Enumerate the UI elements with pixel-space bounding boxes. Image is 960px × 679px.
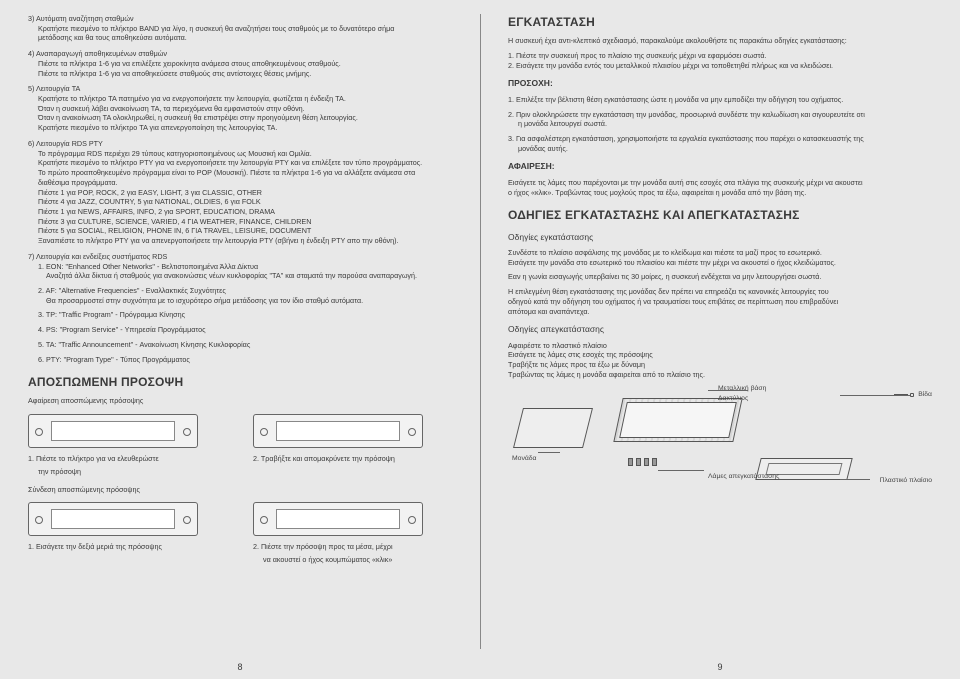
s6-p1: Πιέστε 1 για POP, ROCK, 2 για EASY, LIGH… — [28, 188, 452, 198]
inst4c: απότομα και αναπάντεχα. — [508, 307, 932, 317]
s6-p2: Πιέστε 4 για JAZZ, COUNTRY, 5 για NATION… — [28, 197, 452, 207]
s6-l2: Κρατήστε πιεσμένο το πλήκτρο PTY για να … — [28, 158, 452, 168]
inst4b: οδηγού κατά την οδήγηση του οχήματος ή ν… — [508, 297, 932, 307]
inst4a: Η επιλεγμένη θέση εγκατάστασης της μονάδ… — [508, 287, 932, 297]
s6-title: 6) Λειτουργία RDS PTY — [28, 139, 452, 149]
s7-i5: 5. TA: "Traffic Announcement" - Ανακοίνω… — [28, 340, 452, 350]
s3-l2: μετάδοσης και θα τους αποθηκεύσει αυτόμα… — [28, 33, 452, 43]
s7-i1a: 1. EON: "Enhanced Other Networks" - Βελτ… — [28, 262, 452, 272]
s7-i2b: Θα προσαρμοστεί στην συχνότητα με το ισχ… — [28, 296, 452, 306]
s7-i3: 3. TP: "Traffic Program" - Πρόγραμμα Κίν… — [28, 310, 452, 320]
faceplate-diagram-4 — [253, 502, 423, 536]
s7-i6: 6. PTY: "Program Type" - Τύπος Προγράμμα… — [28, 355, 452, 365]
w2a: 2. Πριν ολοκληρώσετε την εγκατάσταση την… — [508, 110, 932, 120]
label-unit: Μονάδα — [512, 454, 536, 463]
label-metal-base: Μεταλλική βάση — [718, 384, 766, 393]
detach-sub1: Αφαίρεση αποσπώμενης πρόσοψης — [28, 396, 452, 406]
s5-l4: Κρατήστε πιεσμένο το πλήκτρο TA για απεν… — [28, 123, 452, 133]
cap3: 1. Εισάγετε την δεξιά μεριά της πρόσοψης — [28, 542, 227, 552]
cap4: 2. Πιέστε την πρόσοψη προς τα μέσα, μέχρ… — [253, 542, 452, 552]
cap4b: να ακουστεί ο ήχος κουμπώματος «κλικ» — [253, 555, 452, 565]
un4: Τραβώντας τις λάμες η μονάδα αφαιρείται … — [508, 370, 932, 380]
w2b: η μονάδα λειτουργεί σωστά. — [508, 119, 932, 129]
rem1: Εισάγετε τις λάμες που παρέχονται με την… — [508, 178, 932, 188]
section-3: 3) Αυτόματη αναζήτηση σταθμών Κρατήστε π… — [28, 14, 452, 43]
label-blades: Λάμες απεγκατάστασης — [708, 472, 779, 481]
section-7: 7) Λειτουργία και ενδείξεις συστήματος R… — [28, 252, 452, 364]
removal-blades-shape — [628, 458, 678, 468]
s5-l1: Κρατήστε το πλήκτρο TA πατημένο για να ε… — [28, 94, 452, 104]
w3b: μονάδας αυτής. — [508, 144, 932, 154]
s6-p5: Πιέστε 5 για SOCIAL, RELIGION, PHONE IN,… — [28, 226, 452, 236]
w3a: 3. Για ασφαλέστερη εγκατάσταση, χρησιμοπ… — [508, 134, 932, 144]
s4-l1: Πιέστε τα πλήκτρα 1-6 για να επιλέξετε χ… — [28, 59, 452, 69]
un1: Αφαιρέστε το πλαστικό πλαίσιο — [508, 341, 932, 351]
inst3: Εαν η γωνία εισαγωγής υπερβαίνει τις 30 … — [508, 272, 932, 282]
faceplate-diagram-2 — [253, 414, 423, 448]
s7-title: 7) Λειτουργία και ενδείξεις συστήματος R… — [28, 252, 452, 262]
label-ring: Δακτύλιος — [718, 394, 748, 403]
label-screw: Βίδα — [918, 390, 932, 399]
s7-i2a: 2. AF: "Alternative Frequencies" - Εναλλ… — [28, 286, 452, 296]
install-n2: 2. Εισάγετε την μονάδα εντός του μεταλλι… — [508, 61, 932, 71]
install-diagram: Μεταλλική βάση Δακτύλιος Βίδα Μονάδα Λάμ… — [508, 386, 932, 486]
s5-title: 5) Λειτουργία TA — [28, 84, 452, 94]
cap2: 2. Τραβήξτε και απομακρύνετε την πρόσοψη — [253, 454, 452, 464]
s6-l1: Το πρόγραμμα RDS περιέχει 29 τύπους κατη… — [28, 149, 452, 159]
detach-attach-diagrams: 1. Εισάγετε την δεξιά μεριά της πρόσοψης… — [28, 502, 452, 564]
inst1: Συνδέστε το πλαίσιο ασφάλισης της μονάδα… — [508, 248, 932, 258]
page-right: ΕΓΚΑΤΑΣΤΑΣΗ Η συσκευή έχει αντι-κλεπτικό… — [480, 0, 960, 679]
instructions-heading: ΟΔΗΓΙΕΣ ΕΓΚΑΤΑΣΤΑΣΗΣ ΚΑΙ ΑΠΕΓΚΑΤΑΣΤΑΣΗΣ — [508, 207, 932, 223]
warn-heading: ΠΡΟΣΟΧΗ: — [508, 78, 932, 89]
install-intro: Η συσκευή έχει αντι-κλεπτικό σχεδιασμό, … — [508, 36, 932, 46]
detach-remove-diagrams: 1. Πιέστε το πλήκτρο για να ελευθερώστε … — [28, 414, 452, 476]
faceplate-diagram-3 — [28, 502, 198, 536]
detach-heading: ΑΠΟΣΠΩΜΕΝΗ ΠΡΟΣΟΨΗ — [28, 374, 452, 390]
s5-l2: Όταν η συσκευή λάβει ανακοίνωση TA, τα π… — [28, 104, 452, 114]
install-n1: 1. Πιέστε την συσκευή προς το πλαίσιο τη… — [508, 51, 932, 61]
un2: Εισάγετε τις λάμες στις εσοχές της πρόσο… — [508, 350, 932, 360]
pagenum-left: 8 — [237, 661, 242, 673]
cap1b: την πρόσοψη — [28, 467, 227, 477]
s6-p3: Πιέστε 1 για NEWS, AFFAIRS, INFO, 2 για … — [28, 207, 452, 217]
rem2: ο ήχος «κλικ». Τραβώντας τους μοχλούς πρ… — [508, 188, 932, 198]
section-5: 5) Λειτουργία TA Κρατήστε το πλήκτρο TA … — [28, 84, 452, 133]
s6-p4: Πιέστε 3 για CULTURE, SCIENCE, VARIED, 4… — [28, 217, 452, 227]
remove-heading: ΑΦΑΙΡΕΣΗ: — [508, 161, 932, 172]
s4-title: 4) Αναπαραγωγή αποθηκευμένων σταθμών — [28, 49, 452, 59]
s5-l3: Όταν η ανακοίνωση TA ολοκληρωθεί, η συσκ… — [28, 113, 452, 123]
page-left: 3) Αυτόματη αναζήτηση σταθμών Κρατήστε π… — [0, 0, 480, 679]
pagenum-right: 9 — [717, 661, 722, 673]
faceplate-diagram-1 — [28, 414, 198, 448]
sub-inst: Οδηγίες εγκατάστασης — [508, 232, 932, 243]
un3: Τραβήξτε τις λάμες προς τα έξω με δύναμη — [508, 360, 932, 370]
s7-i4: 4. PS: "Program Service" - Υπηρεσία Προγ… — [28, 325, 452, 335]
s4-l2: Πιέστε τα πλήκτρα 1-6 για να αποθηκεύσετ… — [28, 69, 452, 79]
section-6: 6) Λειτουργία RDS PTY Το πρόγραμμα RDS π… — [28, 139, 452, 246]
s3-l1: Κρατήστε πιεσμένο το πλήκτρο BAND για λί… — [28, 24, 452, 34]
s3-title: 3) Αυτόματη αναζήτηση σταθμών — [28, 14, 452, 24]
s6-l3: Το πρώτο προαποθηκευμένο πρόγραμμα είναι… — [28, 168, 452, 178]
bracket-shape — [513, 408, 593, 448]
inst2: Εισάγετε την μονάδα στο εσωτερικό του πλ… — [508, 258, 932, 268]
install-heading: ΕΓΚΑΤΑΣΤΑΣΗ — [508, 14, 932, 30]
sub-uninst: Οδηγίες απεγκατάστασης — [508, 324, 932, 335]
detach-sub2: Σύνδεση αποσπώμενης πρόσοψης — [28, 485, 452, 495]
s6-p6: Ξαναπιέστε το πλήκτρο PTY για να απενεργ… — [28, 236, 452, 246]
s7-i1b: Αναζητά άλλα δίκτυα ή σταθμούς για ανακο… — [28, 271, 452, 281]
s6-l4: διαθέσιμα προγράμματα. — [28, 178, 452, 188]
label-plastic: Πλαστικό πλαίσιο — [880, 476, 932, 485]
section-4: 4) Αναπαραγωγή αποθηκευμένων σταθμών Πιέ… — [28, 49, 452, 78]
w1: 1. Επιλέξτε την βέλτιστη θέση εγκατάστασ… — [508, 95, 932, 105]
cap1: 1. Πιέστε το πλήκτρο για να ελευθερώστε — [28, 454, 227, 464]
